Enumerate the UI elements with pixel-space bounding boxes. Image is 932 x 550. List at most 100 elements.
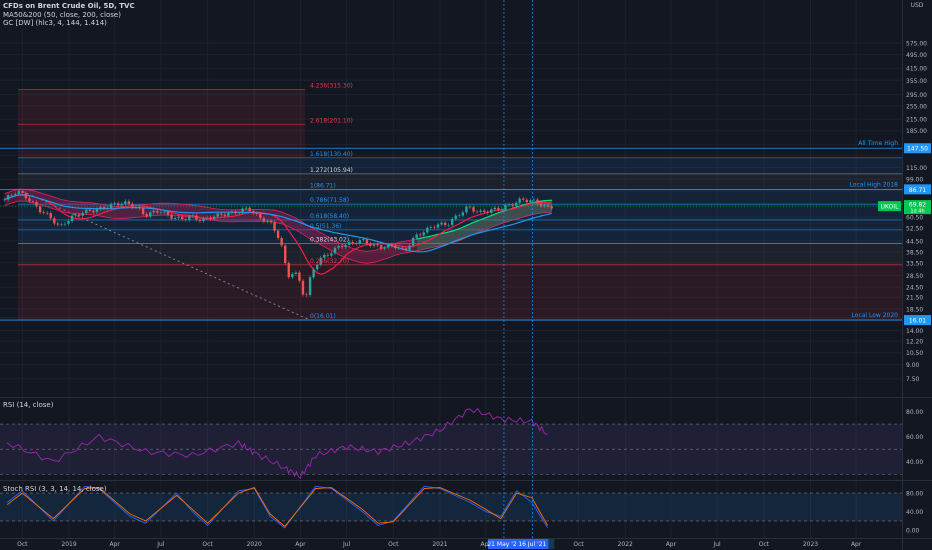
candle-body-105 [376,244,379,246]
chart-title: CFDs on Brent Crude Oil, 5D, TVC [3,2,135,10]
stoch-rsi-title[interactable]: Stoch RSI (3, 3, 14, 14, close) [3,485,107,493]
price-tick-10: 115.00 [906,165,927,172]
candle-body-140 [500,209,504,210]
candle-body-123 [440,222,443,225]
candle-body-8 [31,201,35,202]
hline-label-0: All Time High [858,140,898,147]
time-tick-12: 2022 [618,541,633,548]
candle-body-74 [266,220,269,222]
time-tick-10: Apr [480,541,491,548]
gc-ribbon-green [417,200,553,251]
candle-body-11 [42,212,45,213]
hline-tag-text-2: 16.01 [909,318,926,325]
price-tick-26: 10.50 [906,350,923,357]
candle-body-21 [77,214,81,216]
candle-body-145 [518,198,521,203]
candle-body-109 [390,244,393,246]
price-tick-25: 12.20 [906,339,923,346]
candle-body-86 [308,277,312,295]
candle-body-142 [507,204,511,206]
candle-body-117 [419,234,422,236]
candle-body-153 [546,205,550,207]
candle-body-148 [529,200,532,203]
candle-body-25 [92,210,95,213]
candle-body-128 [458,215,461,217]
candle-body-122 [436,224,440,228]
candle-body-141 [504,205,507,210]
candle-body-49 [177,216,180,218]
time-tick-5: 2020 [247,541,262,548]
candle-body-113 [404,248,408,250]
hline-tag-0 [904,143,931,154]
candle-body-0 [3,199,6,201]
candle-body-59 [212,216,216,220]
time-tick-4: Oct [202,541,213,548]
price-tick-0: 575.00 [906,40,927,47]
candle-body-147 [525,199,528,203]
stoch-line-0 [6,485,548,529]
time-tick-0: Oct [17,541,28,548]
candle-body-27 [99,207,102,210]
hline-tag-text-1: 86.71 [909,187,926,194]
candle-body-106 [379,245,383,249]
candle-body-68 [244,207,248,209]
hline-label-2: Local Low 2020 [852,312,899,319]
fib-label-1: 2.618(201.10) [310,117,353,124]
ma-indicator-legend[interactable]: MA50&200 (50, close, 200, close) [3,11,121,19]
candle-body-54 [195,215,198,220]
fib-label-6: 0.618(58.40) [310,213,349,220]
candle-body-108 [387,244,390,248]
candle-body-143 [511,204,514,206]
candle-body-89 [319,257,322,265]
candle-body-51 [184,219,187,220]
candle-body-125 [447,224,450,226]
time-axis[interactable]: Oct 2019 Apr Jul Oct 2020 Apr Jul Oct 2021 Apr Oct 2… [17,539,862,549]
fib-label-9: 0.236(32.70) [310,258,349,265]
candle-body-16 [60,224,63,225]
candle-body-52 [188,216,191,220]
candle-body-81 [291,273,294,278]
candle-body-120 [429,227,433,228]
fib-label-2: 1.618(130.40) [310,151,353,158]
candle-body-124 [443,222,447,226]
candle-body-118 [422,232,425,236]
candle-body-137 [490,209,493,213]
candle-body-103 [369,243,372,246]
candle-body-152 [543,205,546,207]
rsi-tick-2: 40.00 [906,459,923,466]
rsi-title[interactable]: RSI (14, close) [3,401,54,409]
hline-label-1: Local High 2018 [850,181,899,188]
price-tick-21: 21.50 [906,295,923,302]
price-tick-4: 295.00 [906,92,927,99]
candle-body-40 [145,214,148,217]
price-tick-24: 14.00 [906,328,923,335]
stoch-line-1 [6,487,548,528]
candle-body-66 [237,212,241,214]
candle-body-136 [486,212,489,213]
rsi-pane: 80.00 60.00 40.00 [0,407,923,479]
candle-body-58 [209,217,212,220]
candle-body-138 [493,207,497,210]
time-tick-16: 2023 [803,541,818,548]
candle-body-78 [280,237,283,246]
candle-body-10 [38,206,42,213]
price-tick-6: 215.00 [906,117,927,124]
price-axis[interactable]: 575.00 495.00 415.00 355.00 295.00 255.00 215.… [906,40,927,383]
candle-body-85 [305,294,308,296]
candle-body-34 [124,201,127,204]
candle-body-20 [74,214,77,216]
gc-indicator-legend[interactable]: GC [DW] (hlc3, 4, 144, 1.414) [3,19,107,27]
symbol-tag [878,201,901,212]
rsi-tick-1: 60.00 [906,434,923,441]
candle-body-80 [287,263,290,278]
candle-body-132 [472,207,475,212]
candle-body-90 [323,254,326,258]
candle-body-26 [95,209,99,213]
fib-zone-7 [18,229,902,244]
candle-body-95 [340,246,344,248]
candle-body-12 [45,212,49,214]
fib-trend-line [17,188,311,321]
fib-zone-2 [18,157,902,174]
hline-tag-text-0: 147.50 [907,146,928,153]
